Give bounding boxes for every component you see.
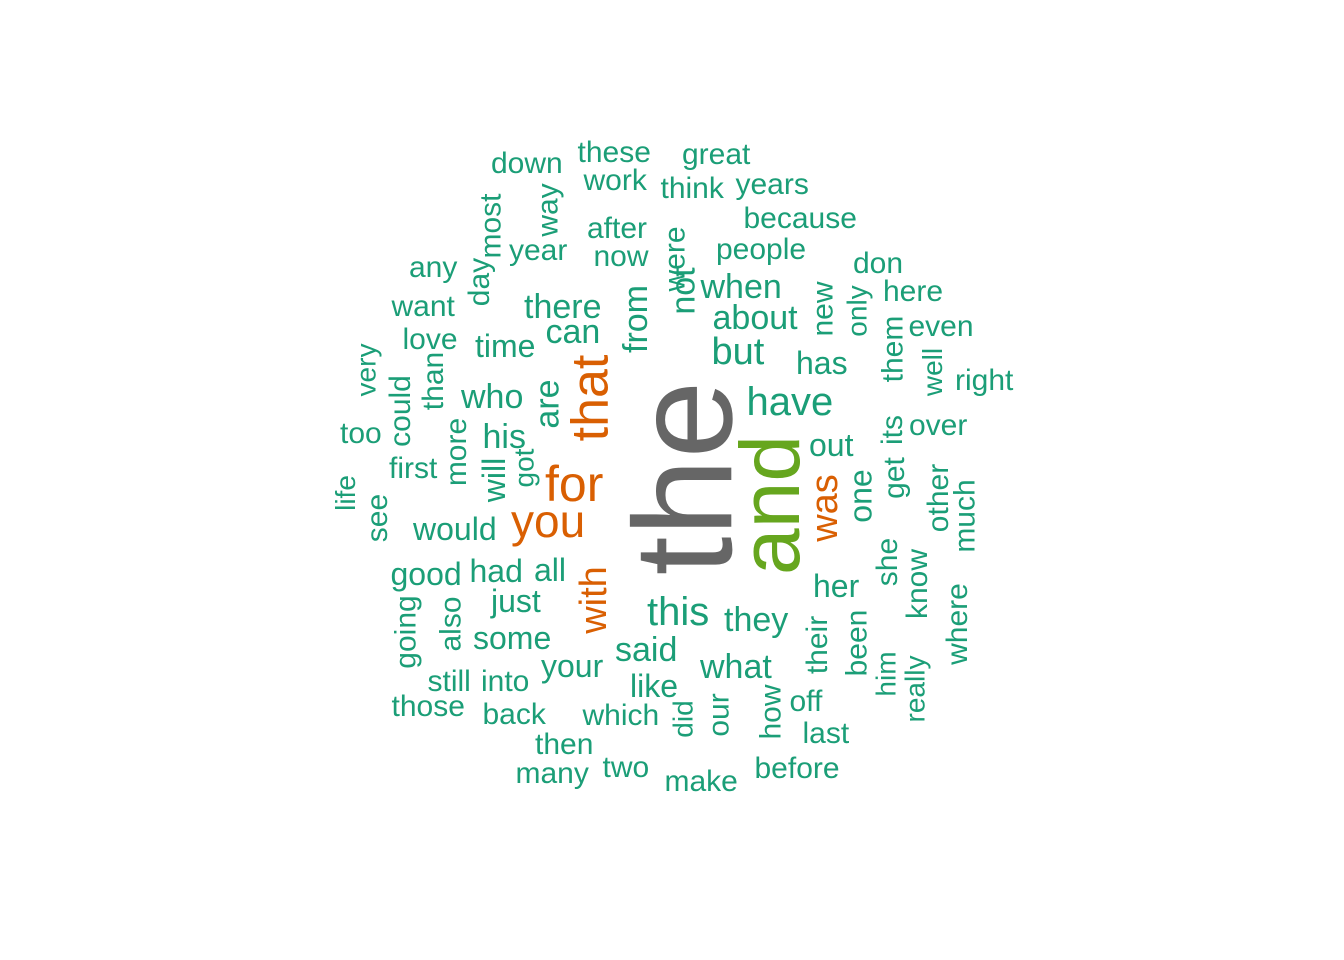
word-for: for xyxy=(545,456,604,512)
word-most: most xyxy=(474,193,508,259)
word-him: him xyxy=(870,651,902,697)
word-don: don xyxy=(853,247,904,280)
word-years: years xyxy=(735,168,809,201)
word-could: could xyxy=(383,375,417,447)
word-life: life xyxy=(329,475,361,511)
word-all: all xyxy=(534,552,567,588)
word-will: will xyxy=(476,457,513,503)
word-her: her xyxy=(813,568,860,604)
word-only: only xyxy=(841,285,873,337)
word-even: even xyxy=(908,310,974,343)
word-one: one xyxy=(842,469,879,523)
word-still: still xyxy=(427,665,471,698)
word-and: and xyxy=(723,434,818,576)
word-before: before xyxy=(754,752,840,785)
word-love: love xyxy=(402,323,458,356)
word-well: well xyxy=(917,347,949,397)
word-day: day xyxy=(463,257,497,307)
word-new: new xyxy=(806,281,840,337)
word-where: where xyxy=(940,583,974,665)
word-make: make xyxy=(664,765,738,798)
word-from: from xyxy=(617,285,655,353)
word-know: know xyxy=(901,548,935,620)
word-really: really xyxy=(898,655,930,723)
word-she: she xyxy=(871,537,905,587)
word-out: out xyxy=(809,427,854,463)
word-did: did xyxy=(667,700,699,738)
word-said: said xyxy=(615,631,678,669)
word-with: with xyxy=(572,566,615,634)
word-but: but xyxy=(711,331,765,373)
word-this: this xyxy=(647,590,710,634)
word-when: when xyxy=(700,268,782,306)
word-also: also xyxy=(434,596,468,652)
word-are: are xyxy=(528,379,567,429)
word-been: been xyxy=(839,609,873,677)
word-down: down xyxy=(491,147,563,180)
word-way: way xyxy=(531,183,565,237)
word-right: right xyxy=(955,364,1014,397)
word-see: see xyxy=(361,493,395,543)
word-there: there xyxy=(524,288,602,326)
word-those: those xyxy=(391,690,465,723)
word-who: who xyxy=(461,378,524,416)
word-can: can xyxy=(545,313,601,351)
word-last: last xyxy=(802,717,850,750)
word-work: work xyxy=(583,164,647,197)
word-much: much xyxy=(948,479,982,553)
word-them: them xyxy=(875,315,909,383)
word-two: two xyxy=(602,751,650,784)
word-was: was xyxy=(803,474,846,542)
word-its: its xyxy=(876,415,909,445)
word-these: these xyxy=(577,136,651,169)
word-which: which xyxy=(582,699,660,732)
word-after: after xyxy=(587,212,648,245)
word-first: first xyxy=(389,452,438,485)
word-like: like xyxy=(630,668,679,704)
word-off: off xyxy=(789,685,823,718)
word-too: too xyxy=(340,417,382,450)
word-year: year xyxy=(509,234,568,267)
word-people: people xyxy=(716,233,807,266)
word-were: were xyxy=(658,226,692,292)
word-think: think xyxy=(660,172,724,205)
word-just: just xyxy=(491,583,541,619)
word-had: had xyxy=(469,553,523,589)
word-into: into xyxy=(481,665,530,698)
word-over: over xyxy=(909,409,968,442)
word-back: back xyxy=(482,698,546,731)
word-going: going xyxy=(389,595,423,669)
word-that: that xyxy=(560,354,619,442)
word-good: good xyxy=(390,556,462,592)
word-here: here xyxy=(883,275,944,308)
word-then: then xyxy=(535,728,594,761)
word-time: time xyxy=(475,328,536,364)
word-would: would xyxy=(413,511,497,547)
word-because: because xyxy=(743,202,857,235)
word-very: very xyxy=(349,343,381,397)
word-our: our xyxy=(702,693,736,737)
word-got: got xyxy=(507,448,539,488)
word-want: want xyxy=(391,290,455,323)
word-your: your xyxy=(541,648,604,684)
word-any: any xyxy=(409,251,458,284)
word-many: many xyxy=(515,757,589,790)
word-has: has xyxy=(796,345,848,381)
word-great: great xyxy=(682,138,751,171)
word-you: you xyxy=(511,495,586,547)
word-now: now xyxy=(593,240,649,273)
word-they: they xyxy=(724,601,789,639)
word-more: more xyxy=(440,417,474,487)
word-than: than xyxy=(417,351,451,411)
word-some: some xyxy=(473,620,552,656)
word-what: what xyxy=(700,648,772,686)
word-his: his xyxy=(482,418,526,456)
word-have: have xyxy=(746,380,834,424)
word-how: how xyxy=(754,684,788,740)
word-about: about xyxy=(712,299,798,337)
word-their: their xyxy=(801,615,835,675)
word-get: get xyxy=(877,457,911,499)
